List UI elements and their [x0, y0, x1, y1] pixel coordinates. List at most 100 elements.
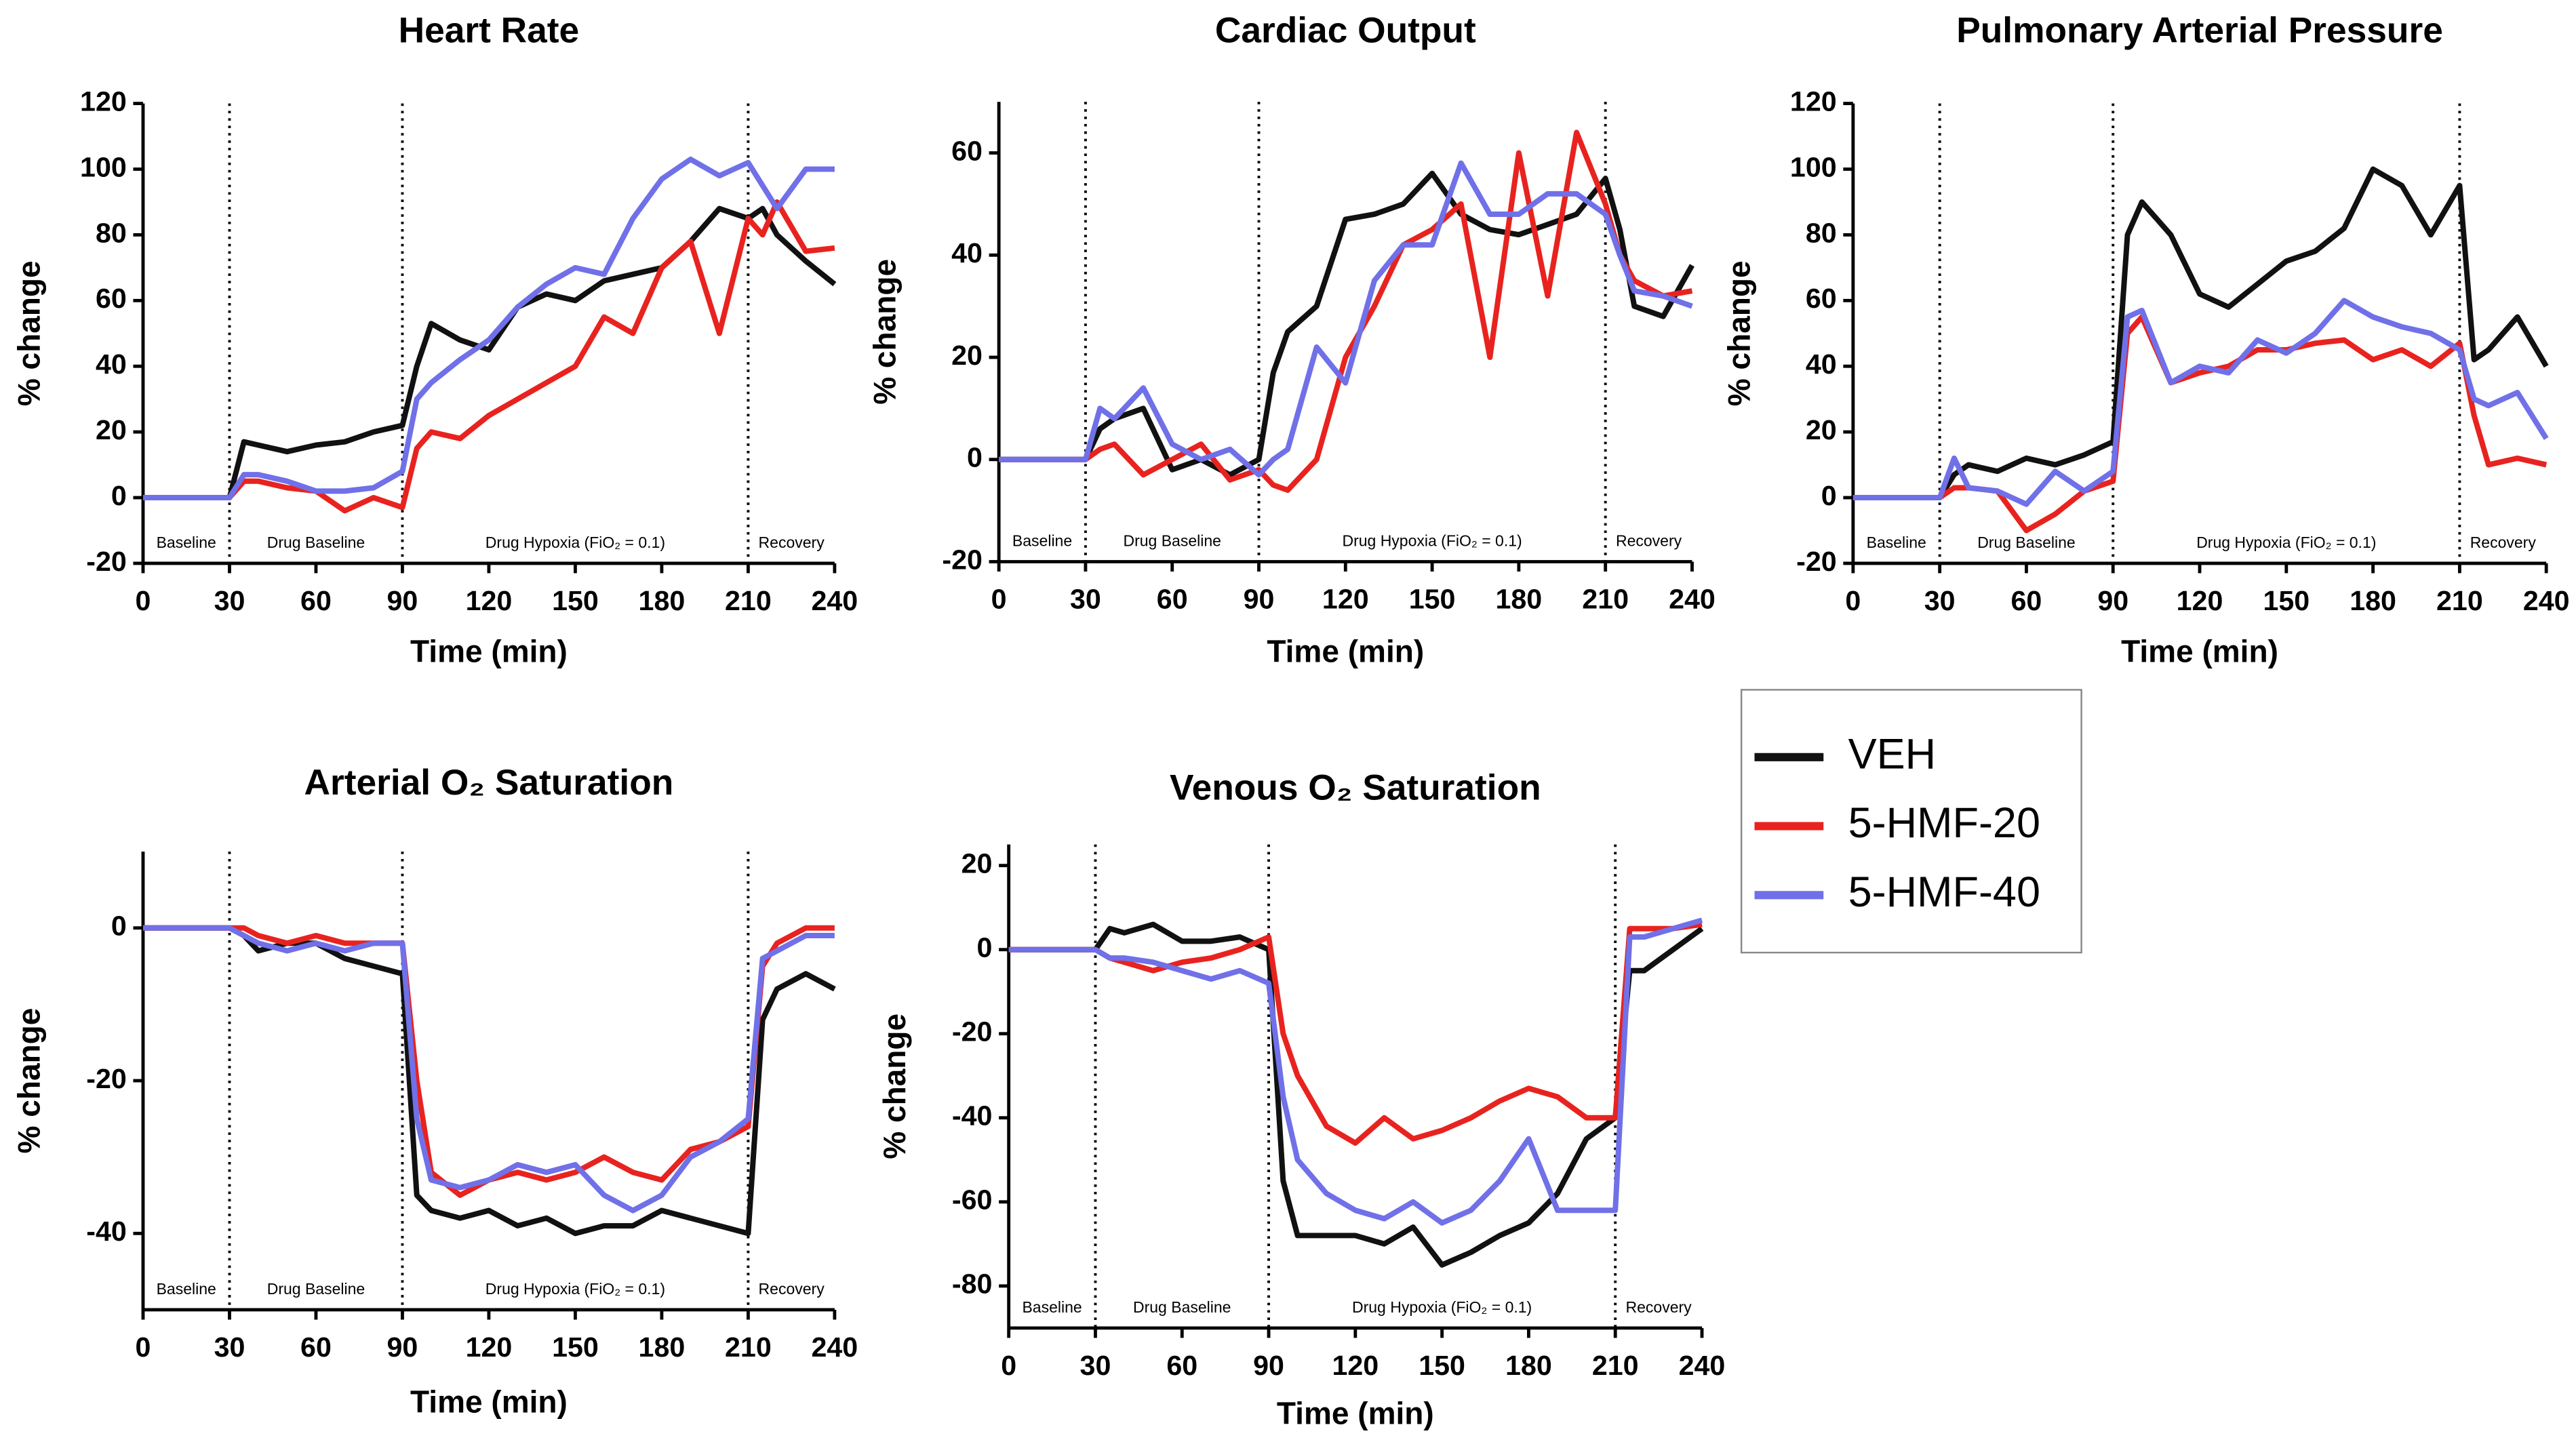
x-tick-label: 210 — [725, 585, 772, 616]
y-tick-label: -20 — [1796, 546, 1837, 577]
x-tick-label: 210 — [725, 1331, 772, 1363]
x-tick-label: 60 — [1157, 584, 1188, 615]
data-line — [999, 160, 1693, 478]
phase-label: Recovery — [1626, 1298, 1692, 1316]
x-tick-label: 150 — [552, 585, 599, 616]
x-tick-label: 240 — [1679, 1350, 1726, 1381]
x-tick-label: 0 — [136, 1331, 151, 1363]
x-axis-label: Time (min) — [2121, 633, 2278, 668]
x-tick-label: 240 — [812, 1331, 858, 1363]
x-tick-label: 60 — [2011, 585, 2042, 616]
y-tick-label: 0 — [977, 932, 993, 963]
x-tick-label: 0 — [136, 585, 151, 616]
x-tick-label: 30 — [214, 585, 245, 616]
x-tick-label: 240 — [2523, 585, 2570, 616]
y-tick-label: 120 — [80, 85, 127, 117]
y-axis-label: % change — [11, 1008, 46, 1154]
phase-label: Drug Baseline — [267, 534, 365, 551]
y-tick-label: 80 — [1806, 217, 1837, 248]
x-tick-label: 120 — [466, 585, 513, 616]
x-axis-label: Time (min) — [1277, 1395, 1434, 1430]
phase-label: Drug Hypoxia (FiO₂ = 0.1) — [2196, 534, 2376, 551]
phase-label: Drug Baseline — [267, 1280, 365, 1298]
x-tick-label: 240 — [812, 585, 858, 616]
data-line — [1852, 298, 2549, 507]
x-tick-label: 0 — [1001, 1350, 1016, 1381]
x-axis-label: Time (min) — [410, 1384, 568, 1419]
phase-label: Drug Hypoxia (FiO₂ = 0.1) — [1342, 532, 1522, 550]
x-axis-label: Time (min) — [1267, 633, 1424, 668]
phase-label: Recovery — [2470, 534, 2537, 551]
y-tick-label: -80 — [952, 1268, 993, 1300]
x-tick-label: 30 — [1924, 585, 1956, 616]
y-tick-label: 60 — [1806, 283, 1837, 314]
y-tick-label: 120 — [1790, 85, 1837, 117]
y-tick-label: -40 — [86, 1216, 127, 1247]
data-line — [142, 205, 837, 501]
x-tick-label: 90 — [1244, 584, 1275, 615]
y-tick-label: 0 — [111, 910, 127, 942]
y-tick-label: 60 — [951, 135, 983, 166]
x-tick-label: 90 — [387, 585, 418, 616]
y-tick-label: 0 — [111, 480, 127, 511]
y-axis-label: % change — [877, 1014, 912, 1159]
x-tick-label: 0 — [1845, 585, 1861, 616]
x-tick-label: 150 — [1409, 584, 1456, 615]
y-tick-label: 0 — [1821, 480, 1837, 511]
phase-label: Drug Hypoxia (FiO₂ = 0.1) — [1352, 1298, 1532, 1316]
phase-label: Recovery — [759, 1280, 825, 1298]
phase-label: Drug Baseline — [1123, 532, 1221, 550]
data-line — [142, 199, 835, 514]
phase-label: Baseline — [1867, 534, 1926, 551]
x-tick-label: 120 — [2177, 585, 2223, 616]
data-line — [142, 925, 836, 1237]
y-tick-label: 100 — [80, 151, 127, 182]
phase-label: Baseline — [1022, 1298, 1082, 1316]
y-tick-label: 20 — [962, 848, 993, 879]
y-tick-label: 40 — [951, 237, 983, 268]
chart-title: Venous O₂ Saturation — [1170, 767, 1541, 807]
x-tick-label: 150 — [552, 1331, 599, 1363]
phase-label: Drug Hypoxia (FiO₂ = 0.1) — [486, 1280, 665, 1298]
x-tick-label: 120 — [466, 1331, 513, 1363]
phase-label: Recovery — [1616, 532, 1682, 550]
y-tick-label: 100 — [1790, 151, 1837, 182]
data-line — [999, 129, 1693, 493]
data-line — [142, 925, 835, 1199]
y-tick-label: 40 — [1806, 348, 1837, 380]
data-line — [1852, 314, 2548, 534]
x-tick-label: 210 — [1582, 584, 1629, 615]
data-line — [142, 156, 835, 501]
phase-label: Recovery — [759, 534, 825, 551]
chart-title: Pulmonary Arterial Pressure — [1956, 11, 2443, 51]
y-tick-label: -40 — [952, 1100, 993, 1131]
x-tick-label: 150 — [2263, 585, 2310, 616]
y-axis-label: % change — [867, 259, 903, 405]
y-tick-label: 20 — [951, 340, 983, 371]
x-tick-label: 120 — [1332, 1350, 1379, 1381]
x-tick-label: 90 — [2097, 585, 2128, 616]
y-tick-label: -20 — [952, 1016, 993, 1047]
phase-label: Drug Hypoxia (FiO₂ = 0.1) — [486, 534, 665, 551]
data-line — [142, 925, 835, 1214]
x-tick-label: 180 — [2350, 585, 2396, 616]
x-tick-label: 0 — [991, 584, 1007, 615]
y-tick-label: -60 — [952, 1184, 993, 1216]
legend-label: 5-HMF-20 — [1848, 799, 2040, 847]
phase-label: Drug Baseline — [1977, 534, 2075, 551]
x-tick-label: 180 — [639, 585, 686, 616]
x-axis-label: Time (min) — [410, 633, 568, 668]
chart-title: Cardiac Output — [1215, 11, 1476, 51]
x-tick-label: 180 — [1496, 584, 1543, 615]
x-tick-label: 210 — [2436, 585, 2483, 616]
y-axis-label: % change — [1721, 260, 1756, 406]
x-tick-label: 90 — [387, 1331, 418, 1363]
x-tick-label: 30 — [214, 1331, 245, 1363]
x-tick-label: 150 — [1419, 1350, 1465, 1381]
phase-label: Baseline — [157, 534, 216, 551]
x-tick-label: 60 — [300, 585, 332, 616]
x-tick-label: 60 — [300, 1331, 332, 1363]
x-tick-label: 120 — [1322, 584, 1369, 615]
x-tick-label: 60 — [1166, 1350, 1197, 1381]
